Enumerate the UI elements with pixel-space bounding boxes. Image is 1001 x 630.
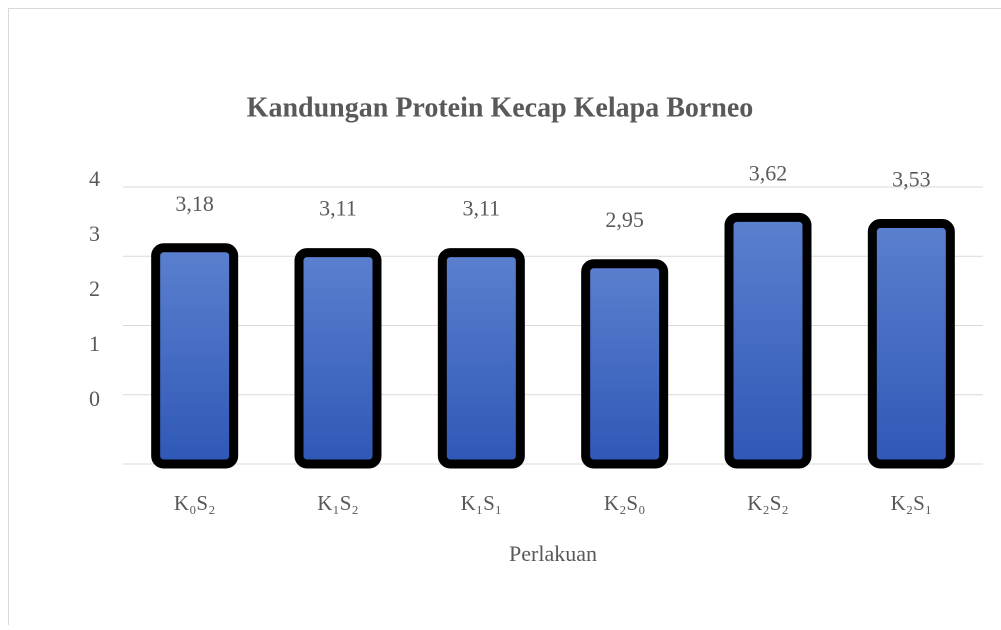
x-tick-label: K₁S₂	[317, 491, 359, 515]
x-tick-label: K₂S₂	[747, 491, 789, 515]
bar	[299, 253, 377, 464]
x-tick-label: K₂S₀	[604, 491, 646, 515]
y-tick-label: 1	[89, 331, 100, 356]
data-label: 3,11	[462, 196, 500, 221]
y-tick-label: 3	[89, 221, 100, 246]
y-tick-label: 4	[89, 166, 100, 191]
data-label: 2,95	[605, 207, 644, 232]
x-axis-title: Perlakuan	[509, 541, 597, 566]
bar	[442, 253, 520, 464]
data-label: 3,53	[892, 167, 931, 192]
x-tick-label: K₀S₂	[174, 491, 216, 515]
data-label: 3,18	[175, 191, 214, 216]
chart-title: Kandungan Protein Kecap Kelapa Borneo	[247, 92, 754, 123]
bar	[872, 224, 950, 464]
y-tick-label: 2	[89, 276, 100, 301]
bar	[729, 217, 807, 464]
bar	[156, 248, 234, 464]
x-tick-label: K₂S₁	[891, 491, 933, 515]
data-label: 3,62	[749, 160, 788, 185]
y-tick-label: 0	[89, 386, 100, 411]
data-label: 3,11	[319, 196, 357, 221]
x-tick-label: K₁S₁	[461, 491, 503, 515]
bar	[586, 264, 664, 464]
